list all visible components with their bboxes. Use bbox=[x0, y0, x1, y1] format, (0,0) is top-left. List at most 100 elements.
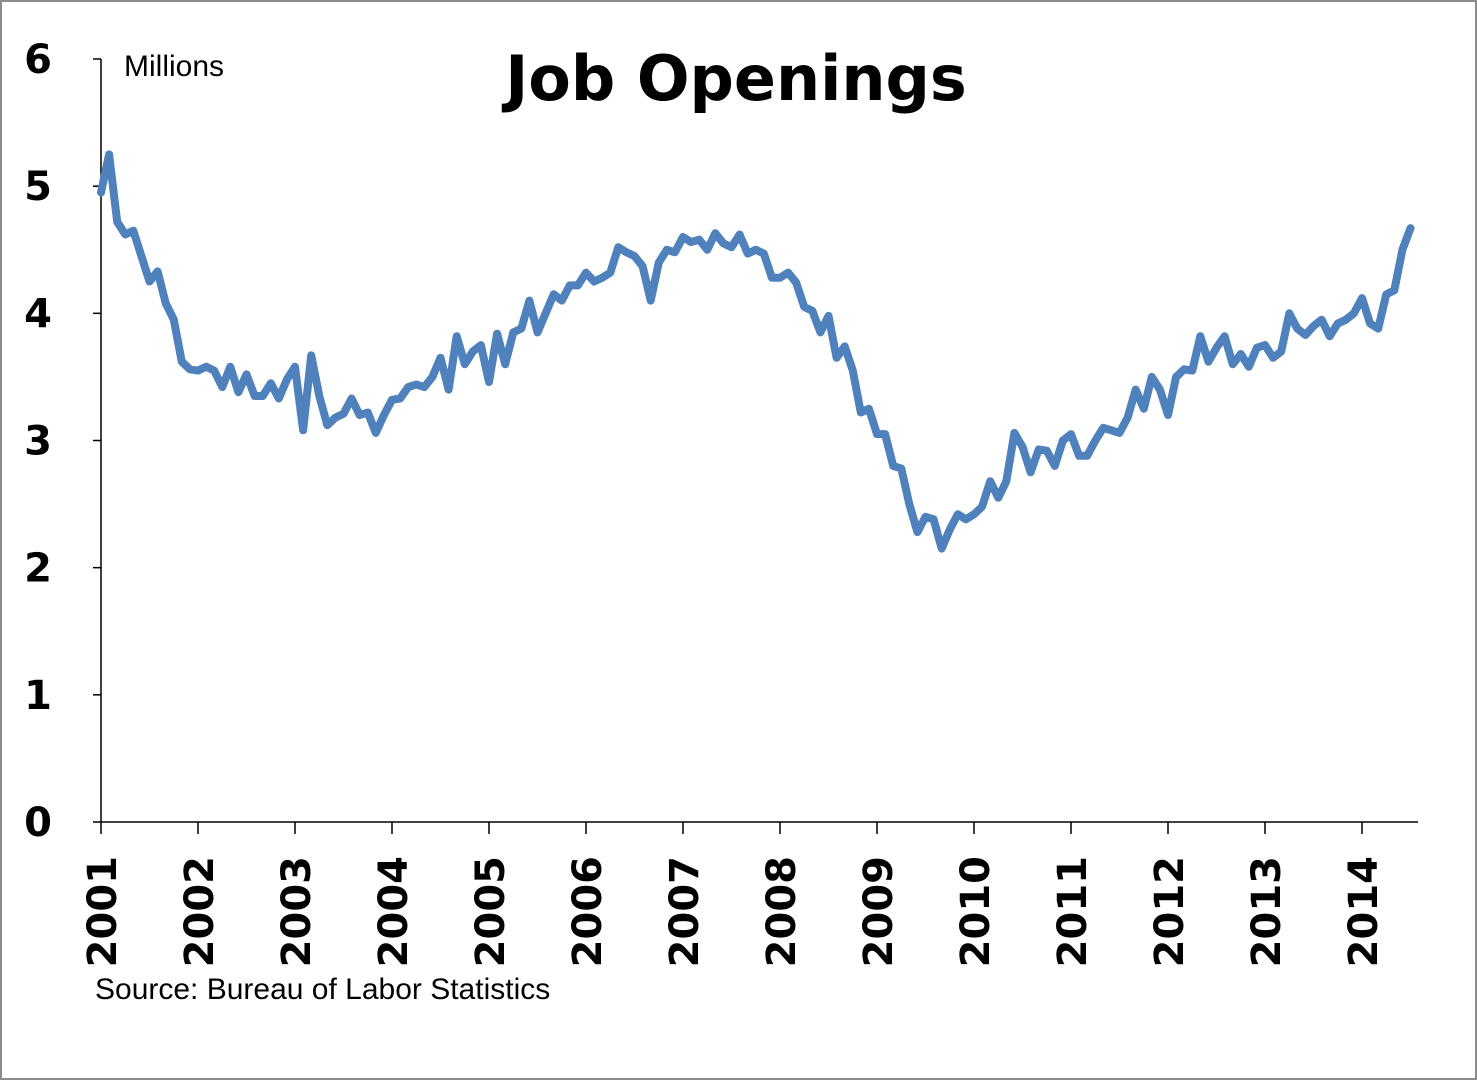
data-point bbox=[106, 151, 112, 157]
data-point bbox=[1092, 438, 1098, 444]
data-point bbox=[308, 352, 314, 358]
data-point bbox=[939, 546, 945, 552]
data-point bbox=[559, 298, 565, 304]
data-point bbox=[1003, 478, 1009, 484]
x-tick-label: 2014 bbox=[1341, 856, 1387, 967]
x-tick-label: 2011 bbox=[1050, 856, 1096, 967]
x-tick-label: 2003 bbox=[274, 856, 320, 967]
data-point bbox=[1408, 225, 1414, 231]
data-point bbox=[1302, 332, 1308, 338]
data-point bbox=[1270, 355, 1276, 361]
data-point bbox=[1173, 374, 1179, 380]
data-point bbox=[963, 516, 969, 522]
data-point bbox=[171, 317, 177, 323]
data-point bbox=[599, 275, 605, 281]
data-point bbox=[429, 374, 435, 380]
data-point bbox=[138, 253, 144, 259]
data-point bbox=[632, 253, 638, 259]
data-point bbox=[397, 396, 403, 402]
data-point bbox=[898, 466, 904, 472]
data-point bbox=[842, 343, 848, 349]
data-point bbox=[1020, 444, 1026, 450]
data-point bbox=[1286, 310, 1292, 316]
data-point bbox=[753, 247, 759, 253]
data-point bbox=[995, 495, 1001, 501]
data-point bbox=[114, 219, 120, 225]
data-point bbox=[357, 412, 363, 418]
y-tick-label: 4 bbox=[24, 291, 52, 337]
series-line-job-openings bbox=[97, 150, 1415, 553]
data-point bbox=[292, 364, 298, 370]
data-point bbox=[147, 279, 153, 285]
data-point bbox=[373, 430, 379, 436]
data-point bbox=[648, 298, 654, 304]
data-point bbox=[518, 326, 524, 332]
data-point bbox=[971, 511, 977, 517]
x-tick-label: 2005 bbox=[468, 856, 514, 967]
data-point bbox=[1044, 448, 1050, 454]
data-point bbox=[1181, 366, 1187, 372]
x-tick-label: 2012 bbox=[1147, 856, 1193, 967]
data-point bbox=[777, 275, 783, 281]
data-point bbox=[1391, 287, 1397, 293]
data-point bbox=[874, 431, 880, 437]
data-point bbox=[235, 389, 241, 395]
data-point bbox=[1157, 387, 1163, 393]
data-point bbox=[567, 282, 573, 288]
data-point bbox=[1327, 333, 1333, 339]
data-point bbox=[365, 410, 371, 416]
data-point bbox=[664, 247, 670, 253]
data-point bbox=[219, 384, 225, 390]
data-point bbox=[203, 364, 209, 370]
data-point bbox=[462, 361, 468, 367]
data-point bbox=[1383, 291, 1389, 297]
data-point bbox=[98, 190, 104, 196]
data-point bbox=[987, 478, 993, 484]
data-point bbox=[130, 228, 136, 234]
data-point bbox=[607, 270, 613, 276]
data-point bbox=[890, 463, 896, 469]
data-point bbox=[1060, 438, 1066, 444]
data-point bbox=[1028, 469, 1034, 475]
data-point bbox=[332, 415, 338, 421]
data-point bbox=[850, 368, 856, 374]
data-point bbox=[341, 411, 347, 417]
data-point bbox=[1351, 310, 1357, 316]
data-point bbox=[446, 387, 452, 393]
data-point bbox=[785, 270, 791, 276]
data-point bbox=[720, 240, 726, 246]
y-tick-label: 5 bbox=[24, 164, 52, 210]
data-point bbox=[1125, 415, 1131, 421]
data-point bbox=[866, 406, 872, 412]
data-point bbox=[179, 359, 185, 365]
data-point bbox=[583, 270, 589, 276]
x-tick-label: 2013 bbox=[1244, 856, 1290, 967]
data-point bbox=[834, 355, 840, 361]
data-point bbox=[1294, 326, 1300, 332]
data-point bbox=[817, 329, 823, 335]
data-point bbox=[1011, 430, 1017, 436]
data-point bbox=[1036, 446, 1042, 452]
x-tick-label: 2002 bbox=[177, 856, 223, 967]
data-point bbox=[640, 263, 646, 269]
y-tick-label: 0 bbox=[24, 800, 52, 846]
data-point bbox=[931, 516, 937, 522]
data-point bbox=[260, 393, 266, 399]
x-tick-label: 2006 bbox=[565, 856, 611, 967]
y-tick-label: 1 bbox=[24, 673, 52, 719]
data-point bbox=[244, 371, 250, 377]
data-point bbox=[745, 251, 751, 257]
data-point bbox=[914, 529, 920, 535]
data-point bbox=[680, 234, 686, 240]
y-tick-label: 3 bbox=[24, 419, 52, 465]
data-point bbox=[502, 361, 508, 367]
data-point bbox=[1230, 361, 1236, 367]
data-point bbox=[1205, 359, 1211, 365]
data-point bbox=[1262, 342, 1268, 348]
data-point bbox=[405, 384, 411, 390]
data-point bbox=[947, 527, 953, 533]
data-point bbox=[268, 380, 274, 386]
data-point bbox=[1238, 351, 1244, 357]
chart-title: Job Openings bbox=[501, 42, 967, 115]
